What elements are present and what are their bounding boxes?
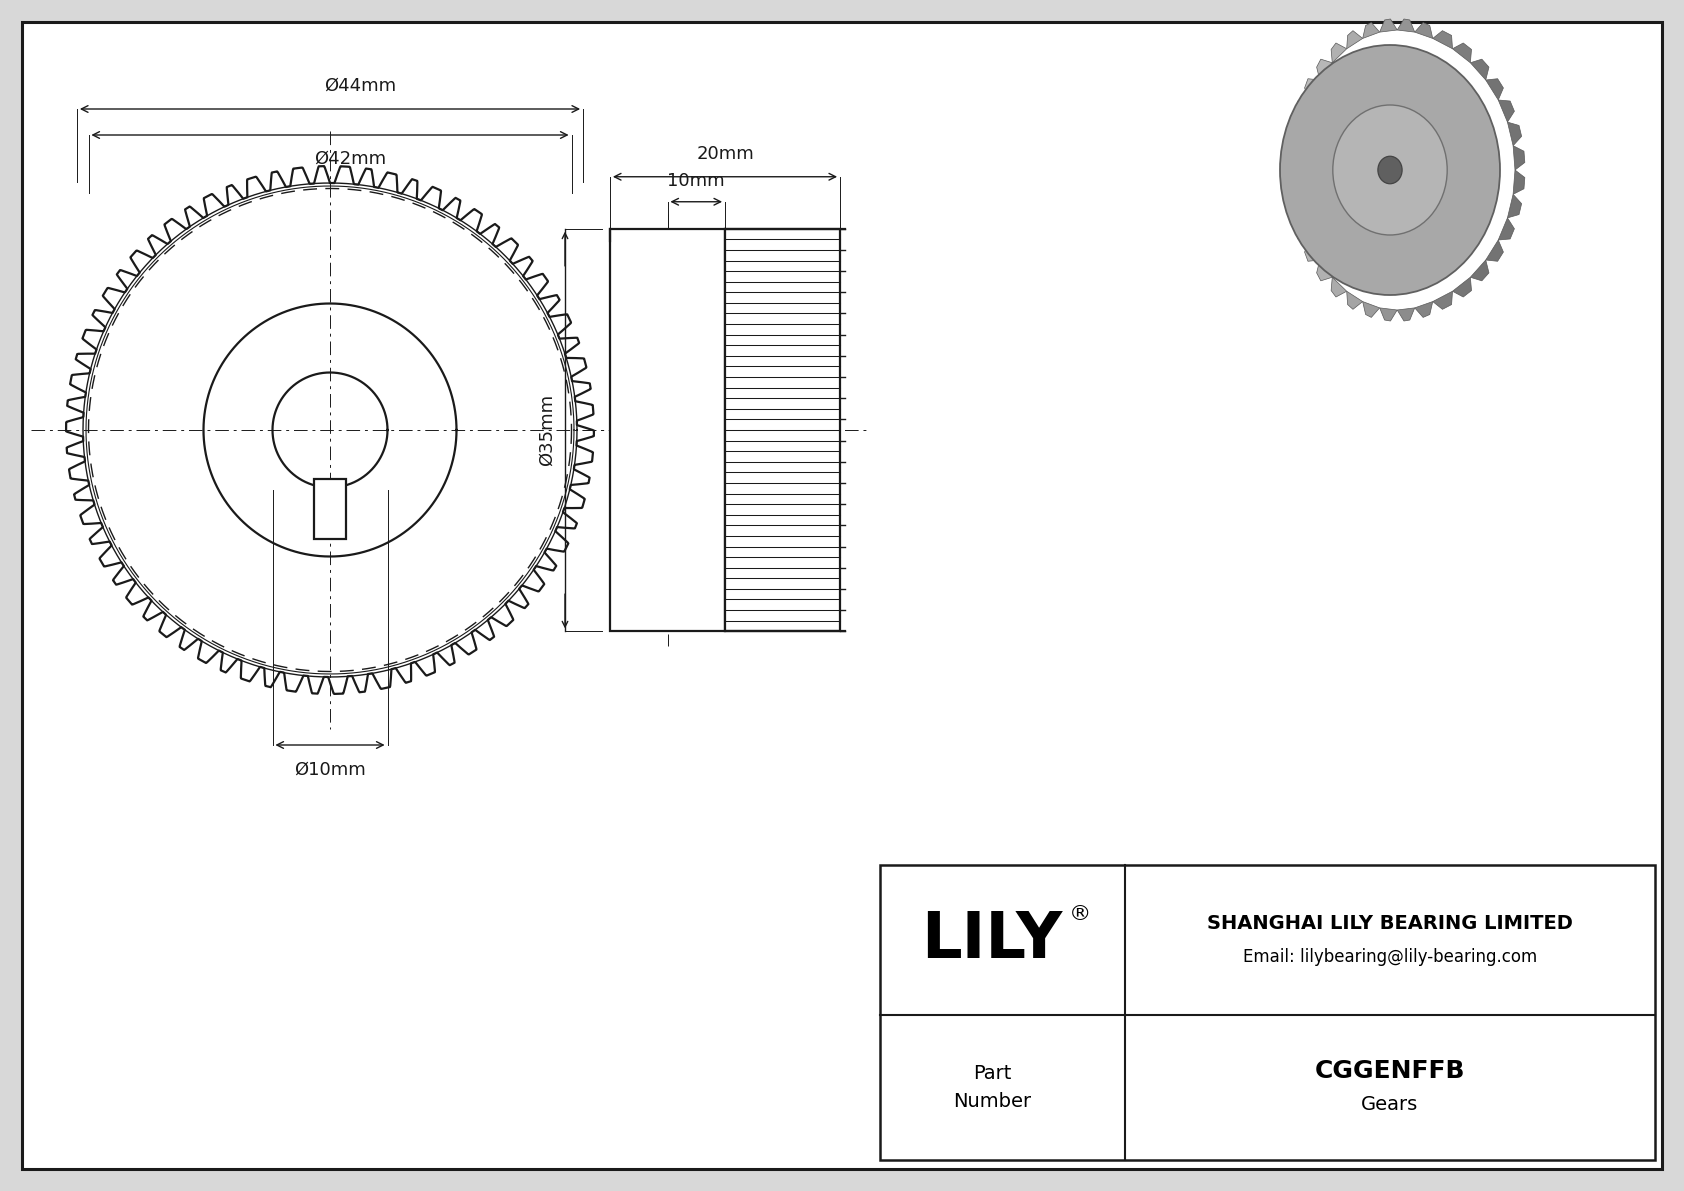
- Polygon shape: [1398, 307, 1415, 322]
- Polygon shape: [1485, 79, 1504, 100]
- Text: 20mm: 20mm: [695, 145, 754, 163]
- Polygon shape: [1305, 241, 1320, 261]
- Polygon shape: [1514, 145, 1524, 170]
- Polygon shape: [1485, 241, 1504, 261]
- Text: Ø10mm: Ø10mm: [295, 761, 365, 779]
- Text: Ø44mm: Ø44mm: [323, 77, 396, 95]
- Polygon shape: [1347, 292, 1362, 310]
- Text: Email: lilybearing@lily-bearing.com: Email: lilybearing@lily-bearing.com: [1243, 948, 1537, 966]
- Polygon shape: [1470, 260, 1489, 281]
- Polygon shape: [1287, 145, 1298, 170]
- Polygon shape: [1507, 194, 1522, 218]
- Polygon shape: [1433, 292, 1453, 310]
- Polygon shape: [1415, 23, 1433, 38]
- Polygon shape: [1453, 43, 1472, 63]
- Ellipse shape: [1378, 156, 1403, 183]
- Polygon shape: [1379, 307, 1398, 322]
- Polygon shape: [1379, 19, 1398, 32]
- Text: Ø42mm: Ø42mm: [313, 150, 386, 168]
- Bar: [726, 229, 840, 631]
- Polygon shape: [1317, 260, 1332, 281]
- Polygon shape: [1470, 60, 1489, 80]
- Text: LILY: LILY: [921, 909, 1063, 971]
- Text: SHANGHAI LILY BEARING LIMITED: SHANGHAI LILY BEARING LIMITED: [1207, 913, 1573, 933]
- Polygon shape: [1398, 19, 1415, 32]
- Ellipse shape: [1332, 105, 1447, 235]
- Polygon shape: [1347, 31, 1362, 49]
- Polygon shape: [1330, 278, 1347, 297]
- Polygon shape: [1453, 278, 1472, 297]
- Text: Gears: Gears: [1361, 1096, 1418, 1115]
- Polygon shape: [1317, 60, 1332, 80]
- Polygon shape: [1295, 100, 1310, 123]
- Polygon shape: [1362, 301, 1379, 318]
- Text: 10mm: 10mm: [667, 172, 726, 189]
- Bar: [881, 865, 1655, 1160]
- Text: ®: ®: [1069, 904, 1091, 924]
- Polygon shape: [1295, 218, 1310, 241]
- Polygon shape: [1433, 31, 1453, 49]
- Ellipse shape: [1280, 45, 1500, 295]
- Polygon shape: [1499, 100, 1514, 123]
- Polygon shape: [1499, 218, 1514, 241]
- Polygon shape: [1305, 79, 1320, 100]
- Polygon shape: [1290, 123, 1302, 145]
- Polygon shape: [1415, 301, 1433, 318]
- Polygon shape: [1362, 23, 1379, 38]
- Polygon shape: [1514, 170, 1524, 194]
- Text: Ø35mm: Ø35mm: [537, 394, 556, 466]
- Text: Part: Part: [973, 1065, 1010, 1084]
- Text: Number: Number: [953, 1092, 1031, 1111]
- Text: CGGENFFB: CGGENFFB: [1315, 1059, 1465, 1083]
- Polygon shape: [1507, 123, 1522, 145]
- Bar: [610, 229, 726, 631]
- Polygon shape: [1330, 43, 1347, 63]
- Polygon shape: [1287, 170, 1298, 194]
- Bar: [315, 479, 345, 540]
- Polygon shape: [1290, 194, 1302, 218]
